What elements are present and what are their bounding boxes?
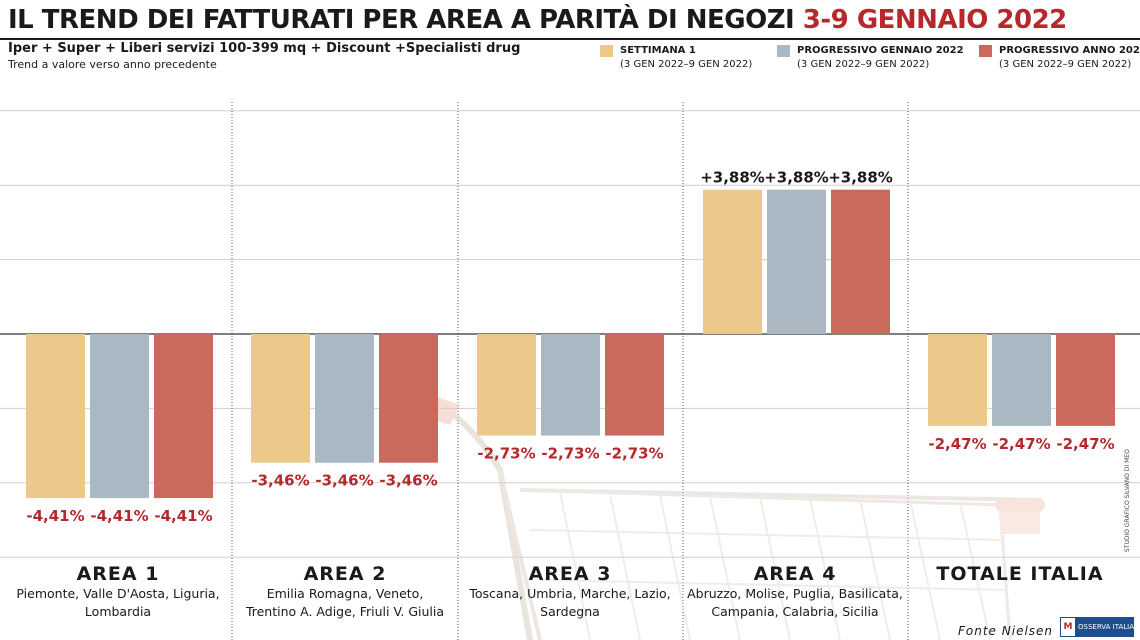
bar [379,334,438,463]
category-label: AREA 3 [529,563,612,585]
data-label: -3,46% [251,472,309,490]
shopping-cart-icon [385,380,1045,640]
bar [1056,334,1115,426]
bar [90,334,149,499]
publisher-logo: M OSSERVA ITALIA [1060,617,1134,637]
bar [703,189,762,334]
bar [928,334,987,426]
category-region: Campania, Calabria, Sicilia [711,604,878,619]
category-label: TOTALE ITALIA [936,563,1103,585]
legend-swatch [777,45,790,57]
bars-layer [26,189,1115,499]
source-note: Fonte Nielsen [958,624,1054,638]
data-label: +3,88% [764,169,829,187]
bar [477,334,536,436]
data-label: -2,73% [477,445,535,463]
legend-swatch [600,45,613,57]
data-label: -4,41% [154,507,212,525]
title-main: IL TREND DEI FATTURATI PER AREA A PARITÀ… [8,5,795,35]
title-date: 3-9 GENNAIO 2022 [802,5,1067,35]
credit-note: STUDIO GRAFICO SILVANO DI MEO [1124,449,1131,552]
legend-name: PROGRESSIVO ANNO 2022 [999,45,1140,56]
logo-text: OSSERVA ITALIA [1078,623,1134,631]
bar [154,334,213,499]
category-label: AREA 2 [304,563,387,585]
legend-name: SETTIMANA 1 [620,45,696,56]
legend-range: (3 GEN 2022–9 GEN 2022) [999,59,1132,70]
labels-layer: -4,41% -3,46% -2,73% +3,88% -2,47% -4,41% -3,4… [16,169,1114,619]
data-label: -4,41% [90,507,148,525]
category-region: Piemonte, Valle D'Aosta, Liguria, [16,586,219,601]
legend-name: PROGRESSIVO GENNAIO 2022 [797,45,964,56]
category-region: Emilia Romagna, Veneto, [267,586,424,601]
category-region: Sardegna [540,604,600,619]
category-region: Toscana, Umbria, Marche, Lazio, [468,586,670,601]
data-label: -4,41% [26,507,84,525]
data-label: +3,88% [700,169,765,187]
data-label: +3,88% [828,169,893,187]
bar [315,334,374,463]
bar [26,334,85,499]
bar [605,334,664,436]
category-label: AREA 1 [77,563,160,585]
legend-range: (3 GEN 2022–9 GEN 2022) [620,59,753,70]
logo-mark: M [1061,618,1075,636]
bar [251,334,310,463]
data-label: -3,46% [379,472,437,490]
data-label: -2,73% [605,445,663,463]
legend-range: (3 GEN 2022–9 GEN 2022) [797,59,930,70]
title-rule [0,38,1140,40]
category-label: AREA 4 [754,563,837,585]
bar [992,334,1051,426]
legend-swatch [979,45,992,57]
data-label: -3,46% [315,472,373,490]
subnote: Trend a valore verso anno precedente [8,58,217,71]
category-region: Abruzzo, Molise, Puglia, Basilicata, [687,586,903,601]
bar [831,189,890,334]
bar [767,189,826,334]
bar [541,334,600,436]
category-region: Lombardia [85,604,151,619]
data-label: -2,47% [1056,435,1114,453]
category-region: Trentino A. Adige, Friuli V. Giulia [245,604,444,619]
data-label: -2,73% [541,445,599,463]
data-label: -2,47% [992,435,1050,453]
subtitle: Iper + Super + Liberi servizi 100-399 mq… [8,41,521,56]
data-label: -2,47% [928,435,986,453]
chart-title: IL TREND DEI FATTURATI PER AREA A PARITÀ… [8,2,1067,38]
